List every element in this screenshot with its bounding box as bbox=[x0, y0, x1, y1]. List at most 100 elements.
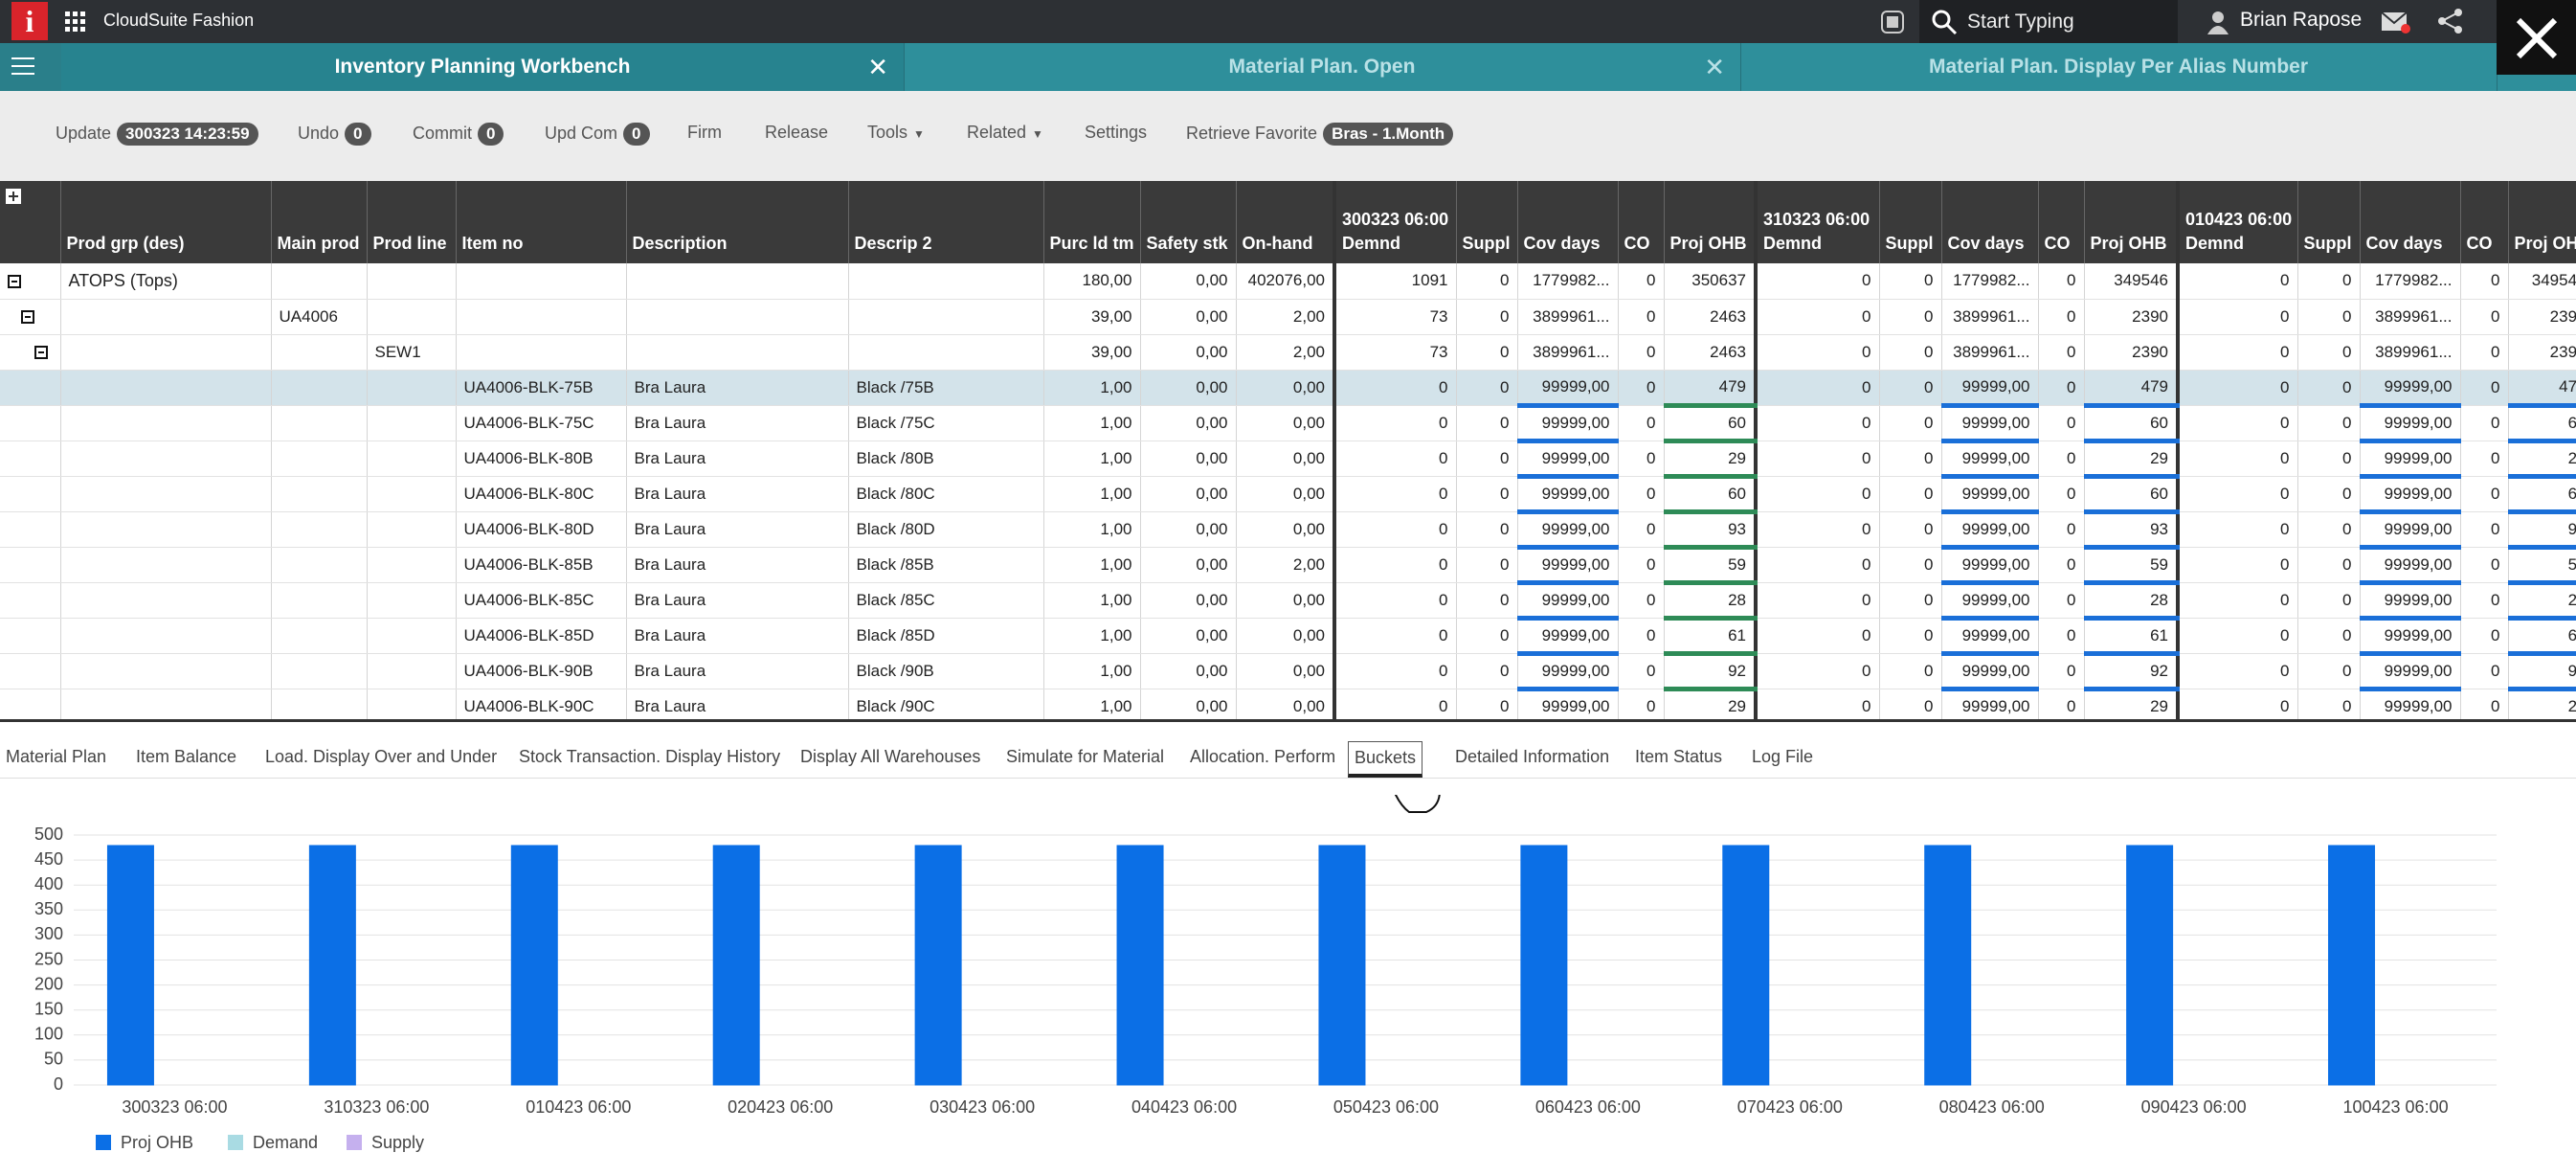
column-header[interactable]: Purc ld tm bbox=[1043, 181, 1141, 263]
table-row[interactable]: UA4006-BLK-80C Bra Laura Black /80C 1,00 0,0… bbox=[0, 476, 2576, 514]
table-cell: 0,00 bbox=[1140, 582, 1237, 619]
column-header[interactable]: Main prod bbox=[271, 181, 368, 263]
table-cell: 0 bbox=[2038, 476, 2085, 512]
detail-tab[interactable]: Detailed Information bbox=[1455, 747, 1610, 766]
table-row[interactable]: UA4006-BLK-75C Bra Laura Black /75C 1,00 0,0… bbox=[0, 405, 2576, 443]
table-cell bbox=[626, 299, 849, 335]
dropdown-caret: ▼ bbox=[913, 127, 925, 141]
table-cell: 99999,00 bbox=[1941, 582, 2039, 621]
column-header[interactable]: On-hand bbox=[1236, 181, 1335, 263]
bucket-column-header[interactable]: Cov days bbox=[1517, 181, 1619, 263]
toolbar-button[interactable]: Related ▼ bbox=[967, 123, 1043, 143]
table-cell: 0,00 bbox=[1236, 618, 1335, 654]
detail-tab[interactable]: Item Status bbox=[1635, 747, 1723, 766]
table-cell bbox=[848, 263, 1044, 300]
toolbar-button[interactable]: Firm bbox=[687, 123, 722, 143]
toolbar-button[interactable]: Upd Com 0 bbox=[545, 123, 650, 146]
toolbar-button[interactable]: Commit 0 bbox=[413, 123, 504, 146]
window-tab[interactable]: Inventory Planning Workbench ✕ bbox=[61, 43, 905, 91]
table-row[interactable]: UA4006-BLK-90B Bra Laura Black /90B 1,00 0,0… bbox=[0, 653, 2576, 691]
detail-tab[interactable]: Stock Transaction. Display History bbox=[519, 747, 781, 766]
table-row[interactable]: UA4006-BLK-85B Bra Laura Black /85B 1,00 0,0… bbox=[0, 547, 2576, 585]
table-cell: 99999,00 bbox=[1941, 689, 2039, 719]
close-button[interactable] bbox=[2497, 0, 2576, 75]
bucket-column-header[interactable]: CO bbox=[1618, 181, 1665, 263]
collapse-icon[interactable] bbox=[8, 274, 21, 288]
toolbar-button[interactable]: Tools ▼ bbox=[867, 123, 925, 143]
search-icon bbox=[1932, 10, 1958, 35]
table-row[interactable]: UA4006-BLK-90C Bra Laura Black /90C 1,00 0,0… bbox=[0, 689, 2576, 719]
toolbar-button[interactable]: Retrieve Favorite Bras - 1.Month bbox=[1186, 123, 1454, 146]
toolbar-button[interactable]: Undo 0 bbox=[298, 123, 371, 146]
table-cell: 0 bbox=[2297, 689, 2361, 719]
tab-close[interactable]: ✕ bbox=[1704, 53, 1725, 81]
table-row[interactable]: UA4006 39,00 0,00 2,00 73 0 3899961... 0 2463 0 0 3… bbox=[0, 299, 2576, 335]
column-header[interactable]: Prod grp (des) bbox=[60, 181, 272, 263]
table-cell: 59 bbox=[2084, 547, 2179, 585]
column-header[interactable]: Description bbox=[626, 181, 849, 263]
bucket-column-header[interactable]: Suppl bbox=[1879, 181, 1942, 263]
collapse-icon[interactable] bbox=[21, 310, 34, 325]
apps-icon[interactable] bbox=[65, 11, 86, 33]
column-header[interactable]: Safety stk bbox=[1140, 181, 1237, 263]
mail-icon[interactable] bbox=[2381, 10, 2411, 34]
collapse-icon[interactable] bbox=[34, 346, 48, 360]
detail-tab[interactable]: Display All Warehouses bbox=[800, 747, 981, 766]
tab-close[interactable]: ✕ bbox=[867, 53, 888, 81]
menu-button[interactable] bbox=[0, 43, 61, 91]
detail-tab[interactable]: Log File bbox=[1752, 747, 1814, 766]
logo[interactable]: i bbox=[11, 2, 48, 40]
bucket-column-header[interactable]: Suppl bbox=[1456, 181, 1518, 263]
detail-tab[interactable]: Load. Display Over and Under bbox=[265, 747, 498, 766]
column-header[interactable]: Prod line bbox=[367, 181, 457, 263]
table-row[interactable]: UA4006-BLK-85C Bra Laura Black /85C 1,00 0,0… bbox=[0, 582, 2576, 621]
search-box[interactable]: Start Typing bbox=[1919, 0, 2178, 43]
table-cell: 0 bbox=[2176, 511, 2298, 548]
toolbar-button[interactable]: Update 300323 14:23:59 bbox=[56, 123, 258, 146]
toolbar-button[interactable]: Settings bbox=[1085, 123, 1147, 143]
bucket-column-header[interactable]: Suppl bbox=[2297, 181, 2361, 263]
bucket-column-header[interactable]: Cov days bbox=[2360, 181, 2461, 263]
table-row[interactable]: SEW1 39,00 0,00 2,00 73 0 3899961... 0 2463 0 0 389… bbox=[0, 334, 2576, 371]
expand-all[interactable] bbox=[0, 181, 61, 263]
column-header[interactable]: Item no bbox=[456, 181, 627, 263]
user-name[interactable]: Brian Rapose bbox=[2240, 9, 2363, 31]
bucket-column-header[interactable]: CO bbox=[2460, 181, 2509, 263]
table-row[interactable]: ATOPS (Tops) 180,00 0,00 402076,00 1091 0 1779… bbox=[0, 263, 2576, 300]
bar bbox=[510, 845, 558, 1086]
bucket-column-header[interactable]: CO bbox=[2038, 181, 2085, 263]
detail-tab[interactable]: Item Balance bbox=[136, 747, 237, 766]
window-tab[interactable]: Material Plan. Display Per Alias Number bbox=[1740, 43, 2498, 91]
table-cell bbox=[271, 405, 368, 441]
bucket-column-header[interactable]: Proj OHB bbox=[2084, 181, 2179, 263]
detail-tab[interactable]: Allocation. Perform bbox=[1190, 747, 1336, 766]
column-header[interactable]: Descrip 2 bbox=[848, 181, 1044, 263]
bucket-column-header[interactable]: Cov days bbox=[1941, 181, 2039, 263]
bucket-column-header[interactable]: Proj OHB bbox=[2508, 181, 2576, 263]
table-row[interactable]: UA4006-BLK-85D Bra Laura Black /85D 1,00 0,0… bbox=[0, 618, 2576, 656]
window-icon[interactable] bbox=[1880, 10, 1905, 34]
table-row[interactable]: UA4006-BLK-80D Bra Laura Black /80D 1,00 0,0… bbox=[0, 511, 2576, 550]
detail-tab[interactable]: Simulate for Material bbox=[1006, 747, 1165, 766]
y-tick-label: 300 bbox=[34, 924, 63, 943]
window-tab[interactable]: Material Plan. Open ✕ bbox=[904, 43, 1741, 91]
bucket-column-header[interactable]: 010423 06:00 Demnd bbox=[2176, 181, 2298, 263]
table-cell bbox=[60, 511, 272, 548]
row-toggle-cell bbox=[0, 582, 61, 619]
table-cell: 0 bbox=[2038, 370, 2085, 406]
bucket-column-header[interactable]: 310323 06:00 Demnd bbox=[1754, 181, 1880, 263]
table-cell: 0 bbox=[1879, 334, 1942, 371]
bucket-column-header[interactable]: 300323 06:00 Demnd bbox=[1333, 181, 1457, 263]
table-cell bbox=[848, 299, 1044, 335]
table-cell: 0 bbox=[2176, 618, 2298, 654]
toolbar-button[interactable]: Release bbox=[765, 123, 828, 143]
table-row[interactable]: UA4006-BLK-80B Bra Laura Black /80B 1,00 0,0… bbox=[0, 441, 2576, 479]
table-cell: 2390 bbox=[2084, 299, 2179, 335]
table-cell: 1779982... bbox=[1941, 263, 2039, 300]
table-row[interactable]: UA4006-BLK-75B Bra Laura Black /75B 1,00 0,0… bbox=[0, 370, 2576, 408]
detail-tab[interactable]: Buckets bbox=[1348, 741, 1423, 778]
share-icon[interactable] bbox=[2437, 8, 2464, 34]
bucket-column-header[interactable]: Proj OHB bbox=[1664, 181, 1757, 263]
detail-tab[interactable]: Material Plan bbox=[6, 747, 107, 766]
